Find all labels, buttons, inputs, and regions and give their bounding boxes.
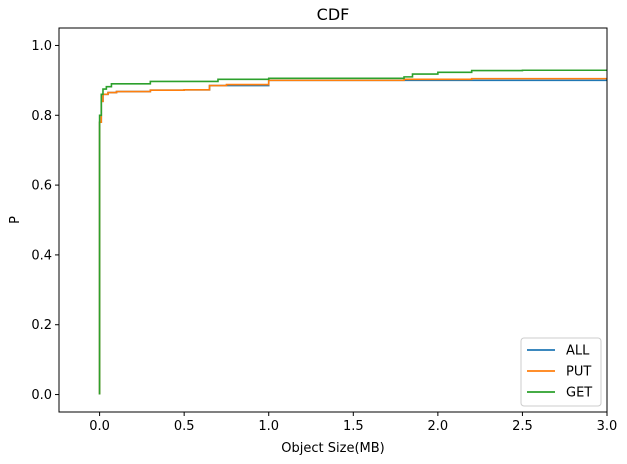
x-tick-label: 1.0 <box>258 419 279 434</box>
x-axis-label: Object Size(MB) <box>281 441 384 456</box>
plot-frame <box>58 27 608 413</box>
legend-box <box>520 337 602 407</box>
y-tick-label: 0.6 <box>31 179 52 194</box>
legend: ALL PUT GET <box>520 337 602 407</box>
x-tick-label: 0.5 <box>174 419 195 434</box>
y-tick-label: 0.2 <box>31 318 52 333</box>
legend-label-get: GET <box>566 386 592 401</box>
y-tick-label: 0.8 <box>31 109 52 124</box>
y-tick-label: 0.0 <box>31 388 52 403</box>
legend-label-put: PUT <box>566 365 591 380</box>
x-tick-label: 1.5 <box>343 419 364 434</box>
x-tick-label: 2.5 <box>512 419 533 434</box>
chart-title: CDF <box>317 5 350 24</box>
legend-items: ALL PUT GET <box>527 344 592 401</box>
y-tick-label: 1.0 <box>31 39 52 54</box>
series-layer <box>98 69 607 395</box>
series-line-get <box>98 69 607 395</box>
legend-label-all: ALL <box>566 344 590 359</box>
x-tick-label: 0.0 <box>89 419 110 434</box>
y-tick-label: 0.4 <box>31 248 52 263</box>
x-tick-label: 2.0 <box>428 419 449 434</box>
x-tick-label: 3.0 <box>597 419 618 434</box>
y-axis-label: P <box>8 216 23 224</box>
ticks-layer: 0.0 0.5 1.0 1.5 2.0 2.5 3.0 0.0 0.2 0.4 0.6 0.8 1.0 <box>31 39 617 434</box>
